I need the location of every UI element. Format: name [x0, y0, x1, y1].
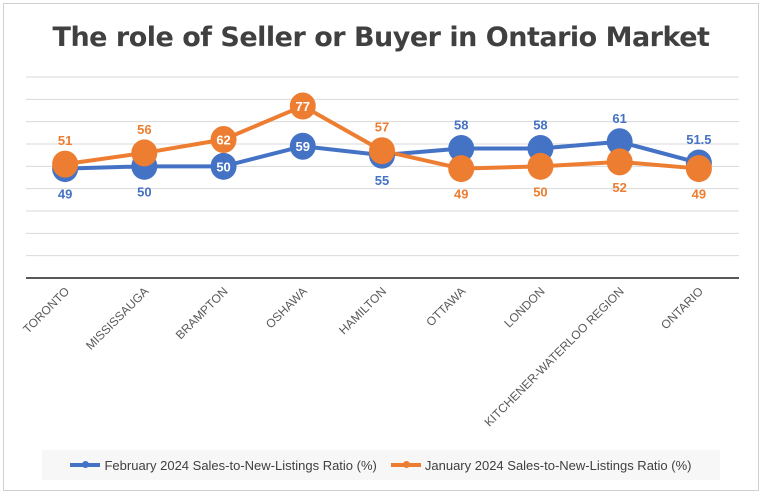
x-tick-label: OSHAWA	[263, 284, 310, 331]
data-point	[448, 155, 475, 183]
data-label: 55	[375, 173, 389, 188]
data-point	[52, 150, 79, 178]
data-point	[289, 92, 316, 120]
data-label: 77	[296, 99, 310, 114]
data-point	[527, 152, 554, 180]
legend-swatch-february	[70, 461, 101, 468]
data-point	[210, 152, 237, 180]
x-tick-label: KITCHENER-WATERLOO REGION	[482, 284, 627, 429]
data-point	[606, 148, 633, 176]
x-tick-label: OTTAWA	[423, 284, 468, 329]
data-label: 58	[533, 117, 547, 132]
data-label: 61	[612, 111, 626, 126]
data-label: 57	[375, 120, 389, 135]
legend-item-january: January 2024 Sales-to-New-Listings Ratio…	[390, 457, 692, 473]
data-label: 59	[296, 139, 310, 154]
data-point	[210, 126, 237, 154]
data-label: 51	[58, 133, 72, 148]
data-point	[369, 137, 395, 165]
x-tick-label: ONTARIO	[658, 284, 706, 332]
data-label: 51.5	[686, 132, 711, 147]
x-tick-label: MISSISSAUGA	[83, 284, 151, 352]
legend-label-february: February 2024 Sales-to-New-Listings Rati…	[104, 457, 377, 473]
legend-item-february: February 2024 Sales-to-New-Listings Rati…	[70, 457, 377, 473]
data-point	[448, 134, 475, 162]
data-label: 50	[533, 184, 547, 199]
x-tick-label: BRAMPTON	[173, 284, 231, 342]
data-label: 56	[137, 122, 151, 137]
data-label: 49	[454, 187, 468, 202]
legend-label-january: January 2024 Sales-to-New-Listings Ratio…	[424, 457, 692, 473]
data-label: 50	[216, 159, 230, 174]
data-point	[289, 132, 316, 160]
legend-swatch-january	[390, 461, 421, 468]
data-label: 62	[216, 133, 230, 148]
x-tick-label: LONDON	[501, 284, 547, 330]
legend: February 2024 Sales-to-New-Listings Rati…	[42, 450, 720, 480]
data-point	[131, 139, 158, 167]
chart-title: The role of Seller or Buyer in Ontario M…	[52, 22, 710, 53]
chart-frame	[3, 3, 759, 491]
data-label: 50	[137, 184, 151, 199]
data-label: 49	[58, 187, 72, 202]
data-point	[685, 155, 712, 183]
data-point	[606, 128, 633, 156]
x-tick-label: TORONTO	[20, 284, 72, 336]
x-tick-label: HAMILTON	[336, 284, 389, 337]
data-label: 58	[454, 117, 468, 132]
data-label: 49	[692, 187, 706, 202]
data-label: 52	[612, 180, 626, 195]
